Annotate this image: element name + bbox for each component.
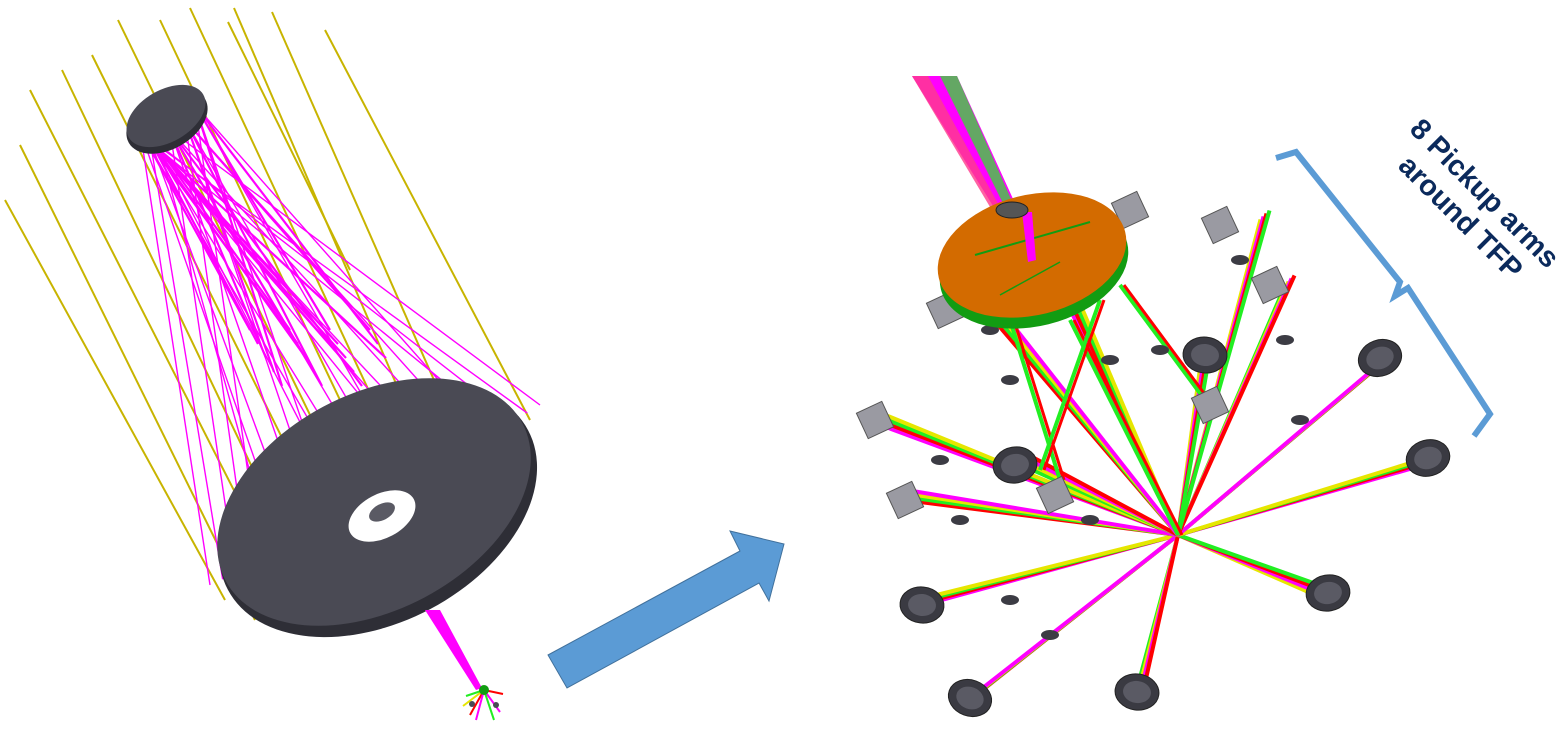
arm-beam [1028, 453, 1179, 537]
camera-lens [1314, 581, 1342, 605]
lens-element [951, 515, 969, 525]
telescope-ray-trace [4, 7, 541, 721]
reflected-ray [139, 129, 251, 331]
relay-mirror [855, 400, 895, 440]
relay-mirror [885, 480, 925, 520]
reflected-ray [169, 129, 315, 373]
incoming-ray [4, 199, 226, 601]
camera-lens [908, 593, 936, 617]
arm-beam [1177, 533, 1336, 593]
reflected-ray [149, 139, 224, 580]
camera-lens [1123, 680, 1151, 704]
relay-beam [1122, 284, 1211, 401]
lens-element [1001, 595, 1019, 605]
reflected-ray [159, 149, 291, 331]
arm-beam [909, 488, 1179, 537]
relay-beam [1068, 319, 1180, 536]
relay-beam [1118, 283, 1207, 402]
reflected-ray [159, 149, 387, 359]
arm-relay-mirrors [855, 190, 1309, 640]
arm-beam [1176, 355, 1212, 536]
relay-mirror [1250, 265, 1290, 305]
lens-element [1231, 255, 1249, 265]
lens-element [931, 455, 949, 465]
arm-beam [987, 294, 1180, 537]
secondary-mirror [126, 84, 208, 154]
arm-beam [978, 533, 1180, 693]
relay-mirror [1035, 475, 1075, 515]
reflected-ray [168, 129, 268, 359]
lens-element [1081, 515, 1099, 525]
arm-beam [1176, 353, 1391, 537]
lens-element [1001, 375, 1019, 385]
lens-element [1151, 345, 1169, 355]
relay-mirror [1200, 205, 1240, 245]
focal-plane-cluster [462, 685, 504, 721]
converging-beam [425, 610, 482, 690]
reflected-ray [149, 139, 355, 373]
transition-arrow [547, 530, 785, 689]
arm-beam [1177, 453, 1436, 537]
annotation-label: 8 Pickup arms around TFP [1392, 113, 1565, 286]
reflected-ray [149, 139, 259, 345]
incoming-ray [324, 29, 531, 421]
reflected-ray [149, 139, 307, 359]
camera-lens [1191, 343, 1219, 367]
bracket [1275, 148, 1494, 438]
relay-mirror [1110, 190, 1150, 230]
relay-beam [1072, 319, 1184, 536]
camera-lens [1414, 446, 1442, 470]
camera-lens [1001, 453, 1029, 477]
lens-element [1276, 335, 1294, 345]
relay-beam [1042, 299, 1106, 471]
camera-lens [1366, 346, 1394, 370]
reflected-ray [169, 129, 541, 406]
arm-camera-barrels [899, 336, 1451, 718]
reflected-ray [139, 129, 211, 586]
relay-beam [1038, 299, 1102, 471]
lens-element [1101, 355, 1119, 365]
reflected-ray [169, 129, 363, 387]
arm-beam [934, 533, 1179, 598]
relay-beam [1012, 319, 1066, 481]
pickup-arms-assembly [855, 76, 1451, 718]
arm-beam [1142, 534, 1180, 686]
reflected-ray [194, 104, 379, 345]
relay-mirror [1190, 385, 1230, 425]
primary-mirror [217, 378, 538, 638]
focal-plane-disk [937, 192, 1129, 329]
reflected-ray [159, 149, 339, 345]
lens-element [1041, 630, 1059, 640]
reflected-ray-bundle-front [425, 610, 482, 690]
incoming-ray [227, 21, 351, 271]
lens-element [981, 325, 999, 335]
arm-beam [1176, 274, 1297, 536]
camera-lens [956, 686, 984, 710]
arm-beam [1176, 209, 1272, 536]
arm-beams [864, 209, 1436, 702]
lens-element [1291, 415, 1309, 425]
reflected-ray [194, 104, 331, 331]
relay-beam [1008, 319, 1062, 481]
